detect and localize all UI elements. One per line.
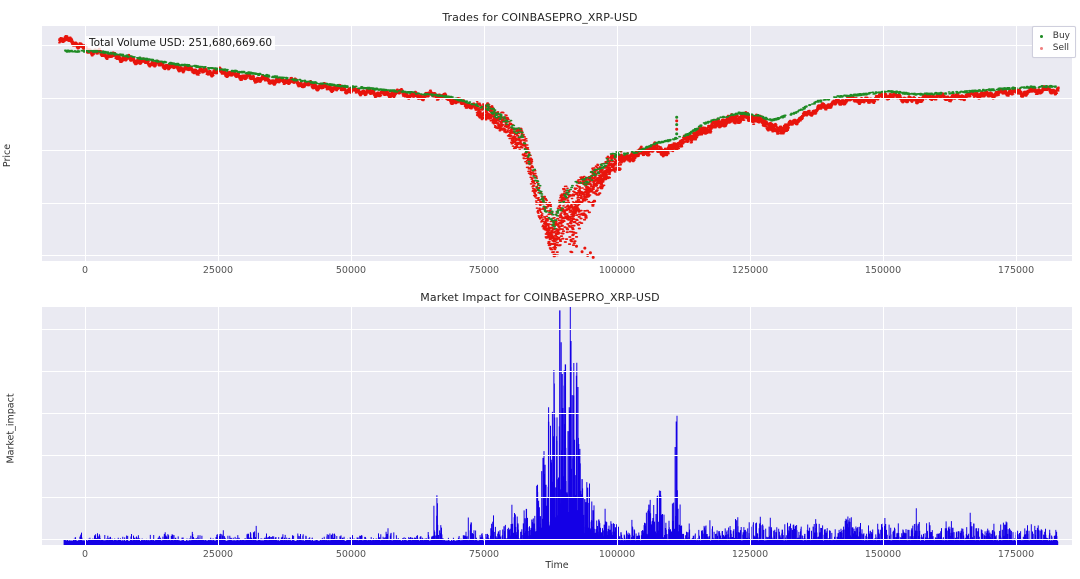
panel-trades: Trades for COINBASEPRO_XRP-USD Price 2.4… [0, 0, 1080, 283]
gridline-vertical [351, 26, 352, 261]
gridline-vertical [617, 26, 618, 261]
gridline-vertical [750, 307, 751, 545]
gridline-vertical [1016, 26, 1017, 261]
gridline-vertical [484, 26, 485, 261]
gridline-vertical [218, 307, 219, 545]
trades-xtick-2: 50000 [335, 265, 367, 276]
total-volume-annotation: Total Volume USD: 251,680,669.60 [86, 36, 276, 50]
legend-label-sell: Sell [1052, 43, 1070, 53]
gridline-horizontal [42, 371, 1072, 372]
gridline-vertical [883, 26, 884, 261]
market-impact-y-axis-label: Market_impact [5, 393, 17, 464]
legend-item-sell: Sell [1036, 42, 1070, 54]
market-impact-x-axis-label: Time [545, 560, 569, 571]
legend-label-buy: Buy [1052, 31, 1070, 41]
gridline-horizontal [42, 45, 1072, 46]
impact-xtick-4: 100000 [598, 549, 636, 560]
market-impact-plot-area [42, 307, 1072, 545]
trades-chart-title: Trades for COINBASEPRO_XRP-USD [442, 11, 638, 24]
impact-xtick-1: 25000 [202, 549, 234, 560]
gridline-vertical [617, 307, 618, 545]
gridline-horizontal [42, 329, 1072, 330]
impact-xtick-3: 75000 [468, 549, 500, 560]
impact-xtick-5: 125000 [731, 549, 769, 560]
gridline-vertical [883, 307, 884, 545]
trades-legend: Buy Sell [1031, 26, 1076, 58]
gridline-vertical [85, 307, 86, 545]
gridline-vertical [351, 307, 352, 545]
panel-market-impact: Market Impact for COINBASEPRO_XRP-USD Ma… [0, 283, 1080, 579]
market-impact-stem-svg [63, 307, 1059, 545]
trades-xtick-0: 0 [81, 265, 89, 276]
gridline-horizontal [42, 98, 1072, 99]
gridline-vertical [484, 307, 485, 545]
trades-y-axis-label: Price [2, 143, 14, 168]
trades-scatter-svg [58, 35, 1060, 259]
gridline-vertical [1016, 307, 1017, 545]
market-impact-chart-title: Market Impact for COINBASEPRO_XRP-USD [420, 291, 660, 304]
trades-xtick-7: 175000 [997, 265, 1035, 276]
impact-xtick-6: 150000 [864, 549, 902, 560]
legend-item-buy: Buy [1036, 30, 1070, 42]
gridline-vertical [85, 26, 86, 261]
gridline-horizontal [42, 497, 1072, 498]
gridline-horizontal [42, 203, 1072, 204]
trades-xtick-6: 150000 [864, 265, 902, 276]
trades-xtick-3: 75000 [468, 265, 500, 276]
trades-plot-area [42, 26, 1072, 261]
impact-xtick-0: 0 [81, 549, 89, 560]
impact-xtick-2: 50000 [335, 549, 367, 560]
gridline-horizontal [42, 413, 1072, 414]
gridline-horizontal [42, 539, 1072, 540]
impact-xtick-7: 175000 [997, 549, 1035, 560]
trades-xtick-4: 100000 [598, 265, 636, 276]
buy-marker-icon [1039, 34, 1043, 38]
gridline-vertical [218, 26, 219, 261]
gridline-vertical [750, 26, 751, 261]
trades-xtick-5: 125000 [731, 265, 769, 276]
gridline-horizontal [42, 150, 1072, 151]
gridline-horizontal [42, 255, 1072, 256]
sell-marker-icon [1039, 46, 1043, 50]
trades-xtick-1: 25000 [202, 265, 234, 276]
gridline-horizontal [42, 455, 1072, 456]
